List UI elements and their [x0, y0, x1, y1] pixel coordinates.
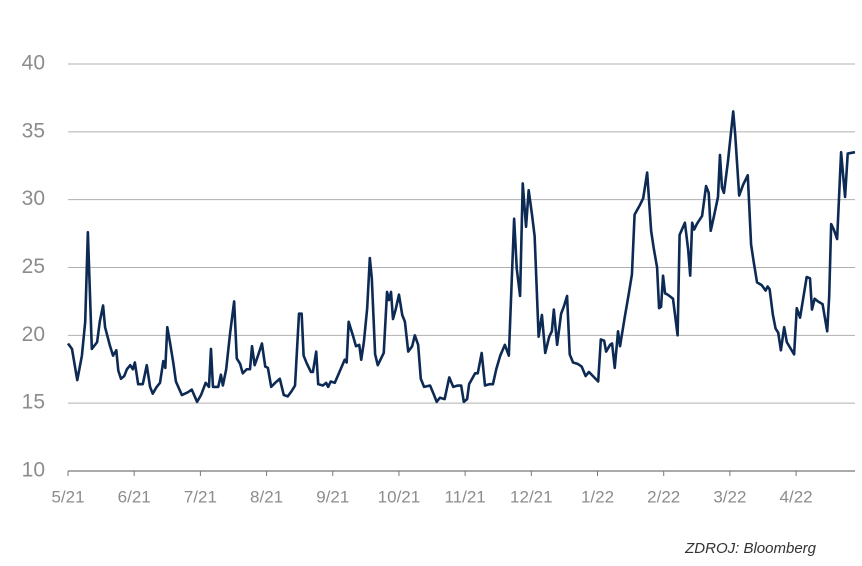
y-tick-label: 30: [22, 187, 45, 210]
x-tick-label: 1/22: [581, 487, 614, 506]
x-tick-label: 9/21: [316, 487, 349, 506]
y-tick-label: 40: [22, 52, 45, 75]
y-tick-label: 15: [22, 391, 45, 414]
x-tick-label: 5/21: [51, 487, 84, 506]
x-tick-label: 2/22: [647, 487, 680, 506]
x-tick-label: 3/22: [713, 487, 746, 506]
y-tick-label: 25: [22, 255, 45, 278]
y-tick-label: 35: [22, 119, 45, 142]
x-tick-label: 6/21: [118, 487, 151, 506]
x-tick-label: 7/21: [184, 487, 217, 506]
x-tick-label: 12/21: [510, 487, 553, 506]
y-tick-label: 20: [22, 323, 45, 346]
y-tick-label: 10: [22, 459, 45, 482]
line-series: [66, 110, 856, 404]
x-tick-label: 8/21: [250, 487, 283, 506]
x-tick-label: 11/21: [444, 487, 485, 506]
x-tick-label: 4/22: [780, 487, 813, 506]
x-tick-label: 10/21: [378, 487, 421, 506]
source: ZDROJ: Bloomberg: [684, 540, 817, 557]
